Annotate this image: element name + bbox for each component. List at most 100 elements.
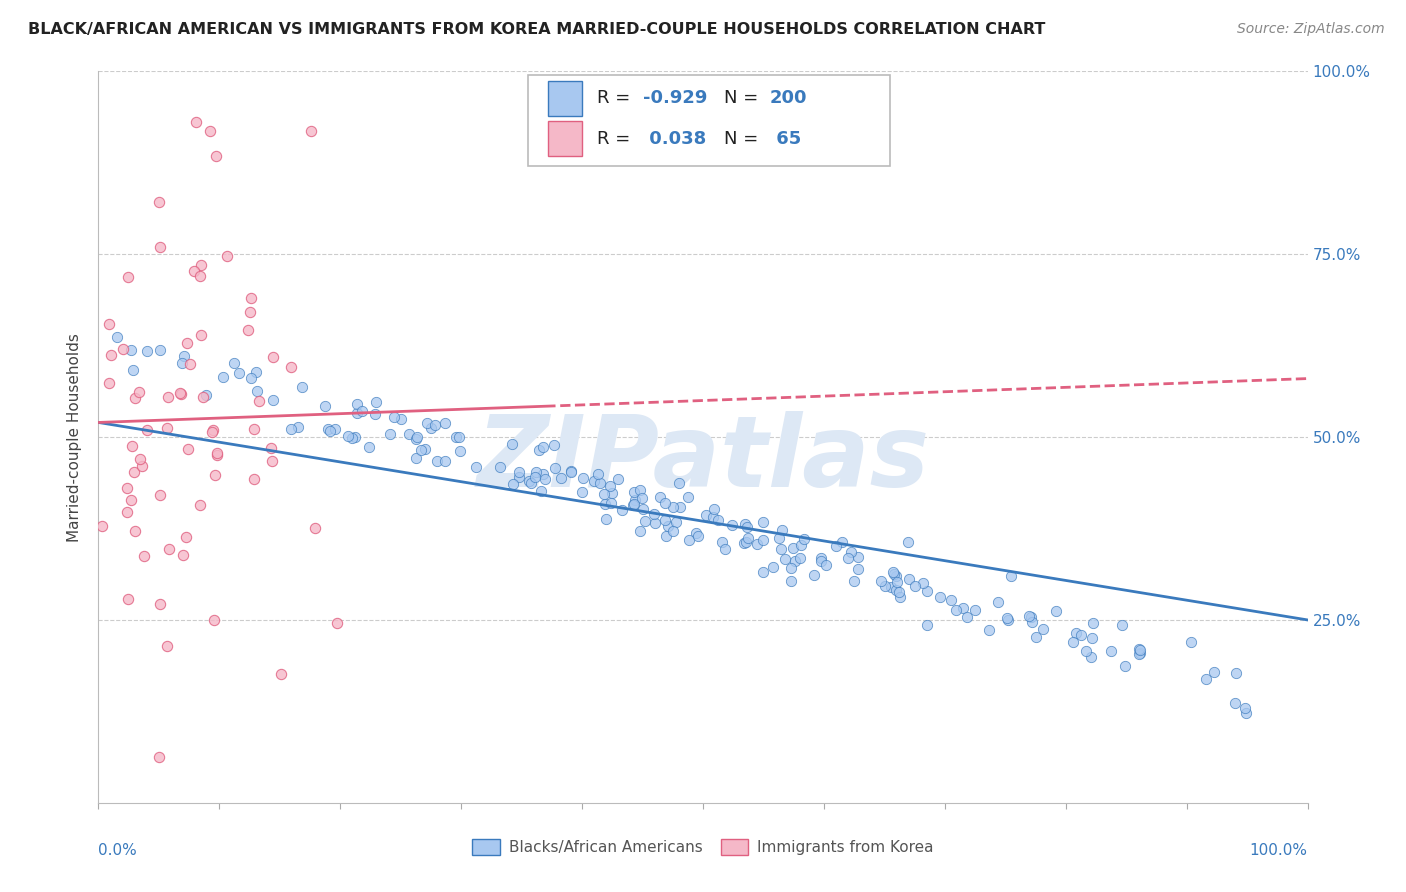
Point: [586, 467, 609, 482]
Point: [707, 513, 730, 527]
Point: [599, 496, 621, 510]
Point: [783, 554, 806, 568]
Point: [884, 569, 907, 583]
Point: [291, 380, 314, 394]
Point: [560, 465, 582, 479]
Point: [655, 529, 678, 543]
Point: [737, 519, 759, 533]
Point: [364, 407, 387, 421]
Point: [533, 472, 555, 486]
Point: [319, 424, 342, 438]
Point: [897, 572, 920, 586]
Text: 200: 200: [769, 89, 807, 107]
Point: [346, 406, 368, 420]
Point: [202, 613, 225, 627]
Point: [131, 459, 153, 474]
Point: [91, 518, 114, 533]
Point: [129, 451, 152, 466]
Point: [987, 595, 1010, 609]
Point: [631, 491, 654, 505]
Point: [1204, 665, 1226, 679]
Point: [1000, 568, 1022, 582]
Point: [172, 355, 194, 369]
Point: [423, 417, 446, 432]
Point: [205, 448, 228, 462]
Point: [405, 432, 427, 446]
Point: [1234, 706, 1257, 720]
Point: [299, 124, 322, 138]
Point: [789, 538, 811, 552]
Point: [768, 531, 790, 545]
Point: [1225, 665, 1247, 680]
Point: [132, 549, 155, 563]
Point: [239, 305, 262, 319]
Point: [621, 499, 644, 513]
Point: [810, 551, 832, 566]
Point: [1062, 635, 1084, 649]
Text: ZIPatlas: ZIPatlas: [477, 410, 929, 508]
Point: [111, 343, 134, 357]
Point: [939, 593, 962, 607]
Point: [420, 420, 443, 434]
Point: [517, 474, 540, 488]
Point: [1070, 628, 1092, 642]
Point: [260, 454, 283, 468]
Point: [529, 442, 551, 457]
Point: [607, 472, 630, 486]
Point: [190, 327, 212, 342]
Point: [1099, 644, 1122, 658]
Point: [243, 422, 266, 436]
Point: [628, 524, 651, 538]
Point: [772, 523, 794, 537]
Point: [880, 580, 903, 594]
Text: 0.038: 0.038: [643, 129, 706, 147]
Point: [416, 417, 439, 431]
Point: [737, 531, 759, 545]
Point: [136, 344, 159, 359]
Point: [531, 467, 554, 481]
Point: [623, 492, 645, 507]
Point: [1081, 616, 1104, 631]
Point: [201, 425, 224, 440]
Point: [156, 421, 179, 435]
Point: [560, 464, 582, 478]
Point: [668, 475, 690, 490]
Point: [1195, 672, 1218, 686]
Point: [779, 560, 801, 574]
Point: [124, 524, 146, 538]
Point: [245, 365, 267, 379]
Point: [191, 390, 214, 404]
Point: [243, 472, 266, 486]
Point: [1180, 635, 1202, 649]
Point: [1025, 631, 1047, 645]
Point: [543, 438, 565, 452]
Point: [344, 430, 367, 444]
Point: [669, 500, 692, 514]
Point: [571, 471, 593, 485]
Point: [1021, 615, 1043, 629]
Bar: [548, 80, 582, 116]
Point: [524, 469, 547, 483]
Point: [734, 517, 756, 532]
Point: [205, 148, 228, 162]
Point: [571, 485, 593, 500]
Point: [205, 445, 228, 459]
Point: [752, 566, 775, 580]
Point: [240, 291, 263, 305]
Point: [149, 343, 172, 357]
Point: [915, 583, 938, 598]
Point: [837, 550, 859, 565]
Point: [1114, 658, 1136, 673]
Point: [685, 525, 707, 540]
Point: [915, 618, 938, 632]
Point: [280, 422, 302, 436]
Point: [117, 269, 139, 284]
Point: [824, 539, 846, 553]
Point: [735, 535, 758, 549]
Point: [224, 356, 246, 370]
Point: [124, 465, 146, 479]
Point: [1129, 646, 1152, 660]
Point: [678, 533, 700, 547]
Point: [188, 268, 211, 283]
Point: [246, 384, 269, 398]
